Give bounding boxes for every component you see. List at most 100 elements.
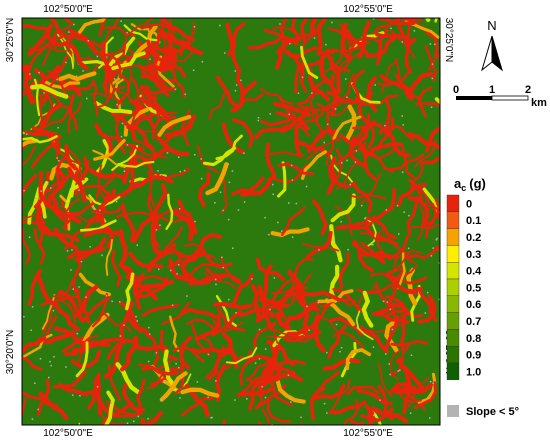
flat-speck [133, 420, 135, 423]
flat-speck [372, 346, 375, 348]
flat-speck [277, 221, 279, 224]
flat-speck [429, 43, 432, 45]
terrain-stroke [325, 129, 335, 166]
flat-speck [431, 77, 434, 80]
terrain-stroke [155, 134, 190, 157]
flat-speck [23, 316, 25, 318]
terrain-stroke [305, 138, 337, 160]
terrain-stroke [356, 388, 393, 406]
terrain-stroke [169, 315, 180, 352]
terrain-stroke [333, 74, 355, 104]
legend-swatch [446, 278, 460, 296]
flat-speck [288, 113, 290, 116]
terrain-stroke [132, 144, 167, 157]
legend-title: ac (g) [454, 176, 486, 193]
legend-swatch [446, 262, 460, 280]
flat-speck [289, 42, 291, 45]
flat-speck [234, 70, 236, 72]
terrain-stroke [212, 301, 253, 310]
terrain-stroke [367, 112, 376, 149]
flat-speck [159, 224, 161, 226]
terrain-stroke [318, 50, 350, 73]
terrain-stroke [319, 48, 331, 85]
terrain-stroke [94, 123, 113, 158]
terrain-stroke [35, 202, 51, 237]
flat-speck [148, 326, 150, 329]
terrain-stroke [359, 407, 394, 422]
flat-speck [48, 376, 50, 379]
terrain-stroke [67, 166, 87, 203]
terrain-stroke [409, 158, 424, 193]
terrain-stroke [316, 97, 352, 110]
terrain-stroke [129, 18, 154, 35]
flat-speck [192, 69, 195, 72]
terrain-stroke [136, 277, 169, 299]
terrain-stroke [156, 55, 175, 88]
terrain-stroke [41, 41, 74, 52]
flat-speck [65, 61, 67, 64]
flat-speck [163, 379, 165, 382]
terrain-stroke [78, 334, 99, 363]
terrain-stroke [225, 346, 258, 365]
terrain-stroke [37, 132, 59, 160]
terrain-stroke [160, 301, 191, 326]
terrain-stroke [385, 295, 408, 323]
terrain-stroke [265, 319, 279, 354]
terrain-stroke [121, 204, 136, 243]
terrain-stroke [315, 301, 336, 334]
flat-speck [80, 260, 83, 263]
flat-speck [290, 164, 293, 167]
terrain-stroke [287, 300, 322, 321]
flat-speck [118, 82, 120, 84]
flat-speck [398, 233, 400, 235]
terrain-stroke [334, 205, 353, 237]
terrain-stroke [397, 381, 422, 404]
flat-speck [159, 174, 161, 176]
flat-speck [346, 96, 348, 98]
terrain-stroke [59, 81, 96, 91]
terrain-stroke [30, 84, 69, 99]
terrain-stroke [288, 106, 311, 137]
legend-label: Slope < 5° [466, 406, 519, 418]
legend-label: 0.5 [466, 282, 481, 294]
terrain-stroke [332, 115, 362, 141]
terrain-stroke [345, 348, 372, 371]
terrain-stroke [52, 300, 80, 332]
flat-speck [76, 332, 79, 335]
legend-label: 1.0 [466, 366, 481, 378]
terrain-stroke [377, 362, 393, 397]
flat-speck [258, 328, 261, 331]
flat-speck [147, 360, 150, 363]
flat-speck [110, 402, 112, 404]
flat-speck [111, 300, 113, 303]
terrain-stroke [99, 53, 122, 79]
flat-speck [295, 202, 298, 205]
flat-speck [227, 218, 230, 221]
terrain-stroke [386, 18, 423, 22]
terrain-stroke [231, 273, 254, 307]
flat-speck [157, 170, 159, 172]
flat-speck [291, 179, 294, 181]
flat-speck [211, 416, 213, 419]
flat-speck [308, 329, 310, 331]
terrain-stroke [104, 390, 115, 425]
flat-speck [43, 92, 45, 94]
flat-speck [207, 396, 209, 399]
flat-speck [435, 239, 438, 241]
flat-speck [38, 71, 40, 74]
flat-speck [399, 369, 401, 371]
terrain-stroke [67, 101, 83, 135]
flat-speck [243, 152, 245, 154]
flat-speck [385, 209, 388, 211]
flat-speck [373, 414, 375, 417]
terrain-stroke [390, 339, 429, 347]
terrain-stroke [360, 172, 382, 205]
flat-speck [31, 418, 34, 420]
flat-speck [388, 363, 390, 365]
flat-speck [257, 117, 260, 119]
legend-label: 0.4 [466, 266, 482, 278]
terrain-stroke [312, 383, 346, 401]
terrain-stroke [365, 216, 397, 240]
terrain-stroke [388, 238, 416, 265]
terrain-stroke [208, 88, 228, 120]
